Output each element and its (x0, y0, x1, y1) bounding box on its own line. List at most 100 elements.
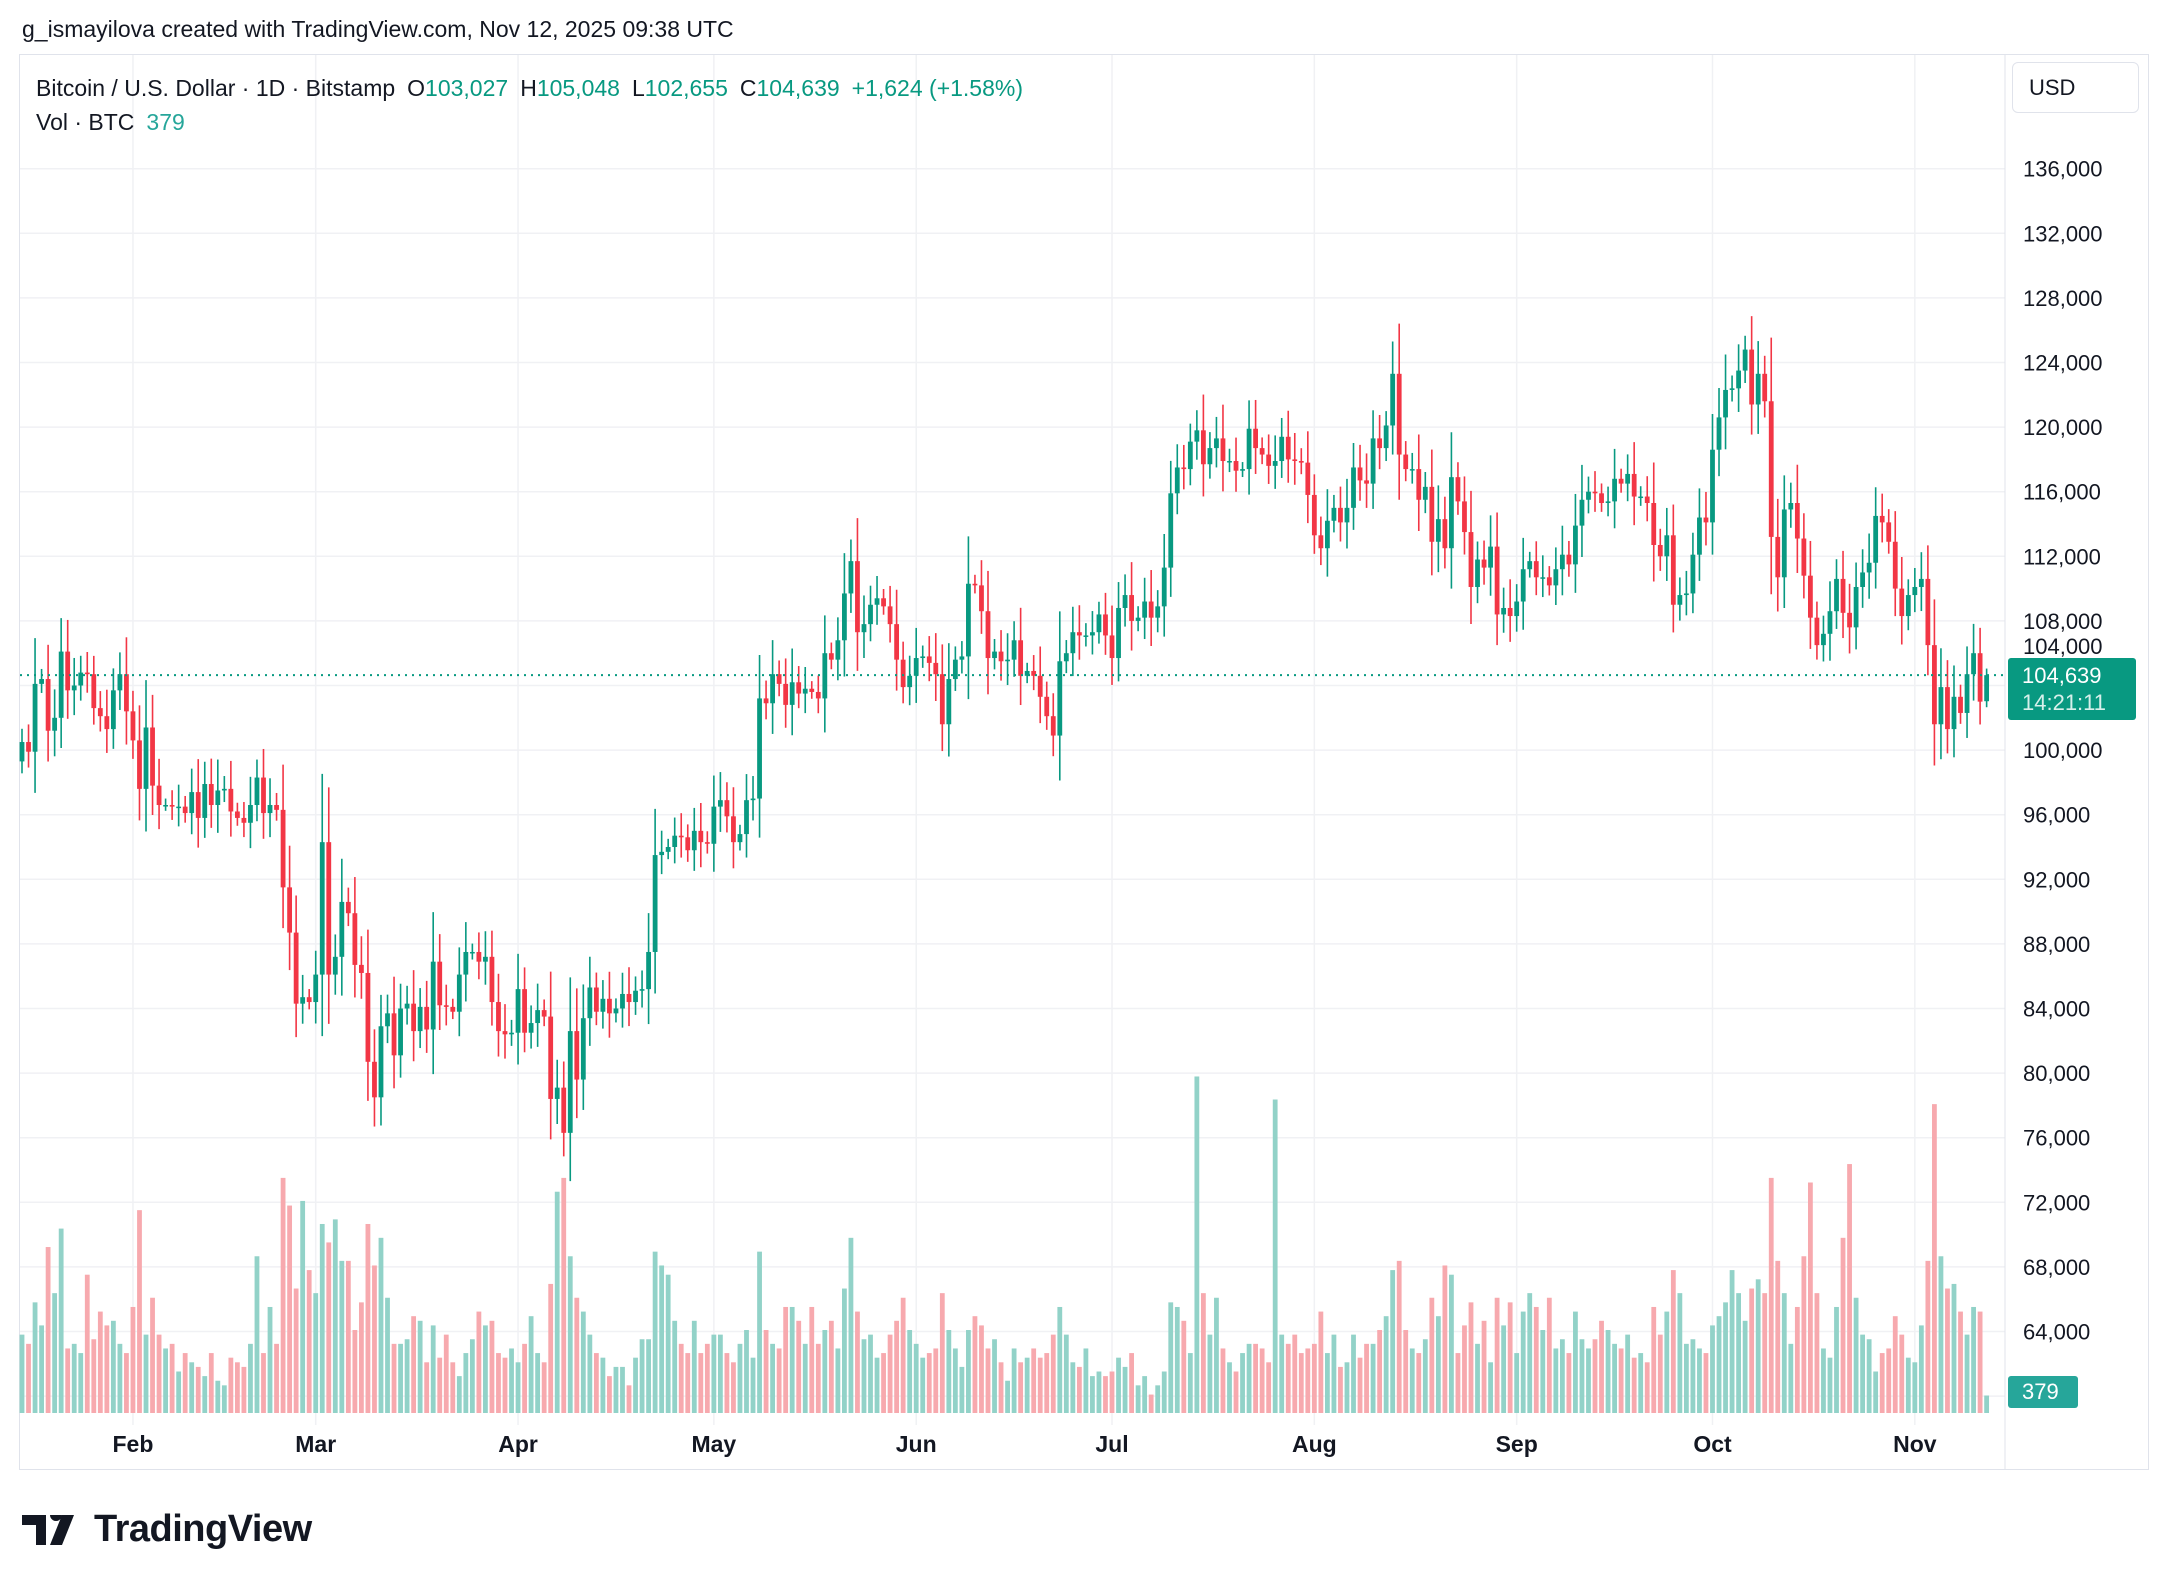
candle-body (26, 742, 31, 752)
candle-body (78, 672, 84, 686)
price-tick-label: 108,000 (2023, 609, 2103, 634)
candle-body (1592, 491, 1598, 494)
candle-body (84, 672, 90, 675)
current-price-value: 104,639 (2022, 663, 2102, 688)
volume-bar (1860, 1334, 1866, 1413)
volume-bar (887, 1334, 893, 1413)
candle (1357, 444, 1363, 501)
candle-body (1285, 436, 1291, 460)
candle-body (1070, 632, 1076, 654)
symbol-title[interactable]: Bitcoin / U.S. Dollar · 1D · Bitstamp (36, 74, 396, 101)
volume-bar (1024, 1357, 1030, 1413)
volume-bar (1279, 1334, 1285, 1413)
volume-bar (900, 1297, 906, 1413)
candle (1259, 437, 1265, 465)
tradingview-logo[interactable]: TradingView (22, 1508, 312, 1551)
volume-bar (1429, 1297, 1435, 1413)
volume-bar (685, 1353, 691, 1413)
volume-legend-label[interactable]: Vol · BTC (36, 108, 135, 135)
candle-body (469, 951, 475, 954)
candle-body (19, 742, 25, 762)
candle (1442, 496, 1448, 569)
candle (1383, 411, 1389, 462)
candle-body (483, 956, 488, 962)
candle-body (1932, 645, 1937, 725)
candle (1945, 660, 1950, 754)
tradingview-logo-icon (22, 1514, 74, 1545)
candle (1096, 601, 1102, 644)
candle (946, 643, 952, 757)
volume-bar (319, 1223, 325, 1413)
candle (633, 976, 638, 1015)
candle (1253, 399, 1259, 474)
candle (776, 660, 782, 697)
candle-body (352, 913, 358, 965)
volume-bar (411, 1316, 417, 1413)
volume-bar (1918, 1325, 1924, 1413)
candle-body (724, 800, 730, 817)
candle-body (1409, 469, 1415, 471)
candle (887, 585, 893, 643)
candle (1814, 601, 1820, 660)
candle (1710, 413, 1715, 555)
volume-bar (613, 1366, 619, 1413)
volume-bar (874, 1357, 880, 1413)
price-tick-label: 72,000 (2023, 1190, 2090, 1215)
volume-bar (365, 1223, 371, 1413)
currency-button[interactable]: USD (2012, 62, 2139, 113)
volume-bar (717, 1334, 723, 1413)
candle (378, 994, 384, 1126)
volume-bar (509, 1348, 514, 1413)
volume-bar (117, 1343, 123, 1413)
candle (1024, 662, 1030, 684)
candle (646, 913, 651, 1025)
candle-body (1638, 496, 1644, 499)
candle (913, 627, 919, 703)
candle (1005, 633, 1010, 686)
volume-bar (1566, 1353, 1572, 1413)
volume-bar (639, 1339, 645, 1413)
candle (32, 638, 38, 793)
candle (1742, 335, 1748, 384)
candle (1194, 410, 1200, 460)
candle-body (1631, 473, 1637, 497)
candle-body (372, 1061, 377, 1098)
candle-body (1429, 486, 1435, 542)
candle (182, 795, 188, 823)
candle (195, 759, 201, 848)
price-tick-label: 136,000 (2023, 157, 2103, 182)
candle (992, 638, 997, 670)
candle-body (731, 816, 736, 843)
volume-bar (1155, 1385, 1161, 1413)
volume-bar (600, 1357, 606, 1413)
candle-body (195, 792, 201, 818)
candle-body (411, 1003, 417, 1032)
candle-body (1422, 486, 1428, 500)
candle (1723, 354, 1728, 450)
candle-body (770, 674, 776, 704)
candle (1266, 434, 1272, 484)
candle (1612, 448, 1617, 529)
candle (763, 680, 769, 720)
volume-bar (1905, 1357, 1911, 1413)
candle (1364, 453, 1369, 508)
candle (1468, 490, 1474, 625)
candle-body (241, 817, 247, 823)
candle (1755, 341, 1761, 434)
candle-body (1455, 477, 1461, 502)
candle-body (672, 835, 678, 847)
volume-bar (261, 1353, 266, 1413)
volume-bar (1801, 1256, 1807, 1413)
volume-bar (652, 1251, 658, 1413)
candle-body (515, 989, 521, 1033)
volume-bar (1540, 1330, 1546, 1413)
price-tick-label: 76,000 (2023, 1126, 2090, 1151)
volume-bar (535, 1353, 541, 1413)
candle-body (359, 964, 364, 973)
volume-bar (1422, 1339, 1428, 1413)
candle-body (1181, 467, 1187, 470)
volume-bar (430, 1325, 436, 1413)
price-tick-label: 100,000 (2023, 738, 2103, 763)
candle (1540, 555, 1546, 598)
